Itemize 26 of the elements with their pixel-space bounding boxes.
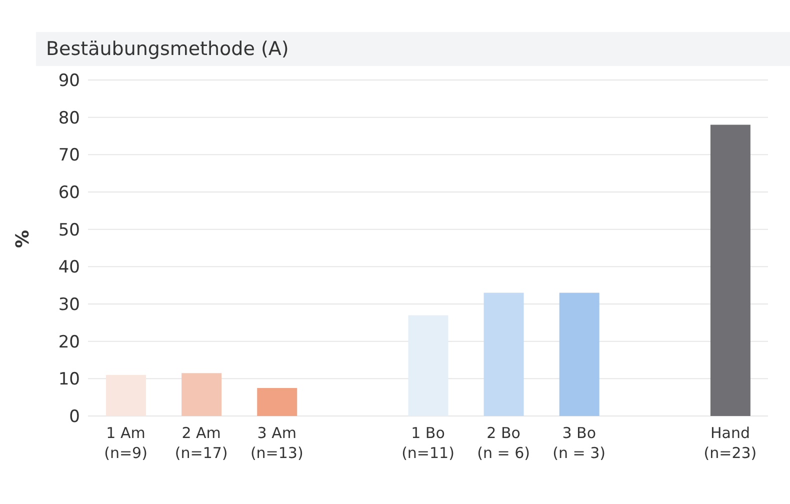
y-tick-label: 90 xyxy=(58,71,80,92)
x-tick-label: 3 Am (n=13) xyxy=(250,424,304,462)
x-tick-label: 2 Bo (n = 6) xyxy=(477,424,530,462)
x-tick-label: 1 Am (n=9) xyxy=(104,424,148,462)
x-tick-label: Hand (n=23) xyxy=(704,424,757,462)
x-tick-label: 2 Am (n=17) xyxy=(174,424,228,462)
bar xyxy=(182,373,222,416)
chart-title: Bestäubungsmethode (A) xyxy=(36,32,790,66)
y-tick-label: 50 xyxy=(58,220,80,240)
y-tick-label: 30 xyxy=(58,295,80,316)
y-tick-label: 60 xyxy=(58,183,80,204)
y-tick-label: 20 xyxy=(58,332,80,352)
bar xyxy=(559,292,600,416)
bar xyxy=(257,388,298,416)
y-tick-label: 40 xyxy=(58,258,80,278)
bar xyxy=(710,124,750,416)
y-tick-label: 0 xyxy=(69,407,80,428)
y-tick-label: 70 xyxy=(58,146,80,166)
bar xyxy=(408,315,448,416)
y-tick-label: 10 xyxy=(58,370,80,390)
x-tick-label: 1 Bo (n=11) xyxy=(402,424,454,462)
y-axis-title: % xyxy=(12,230,34,248)
x-tick-label: 3 Bo (n = 3) xyxy=(552,424,606,462)
bar xyxy=(484,292,524,416)
y-tick-label: 80 xyxy=(58,108,80,128)
bar xyxy=(106,374,146,416)
